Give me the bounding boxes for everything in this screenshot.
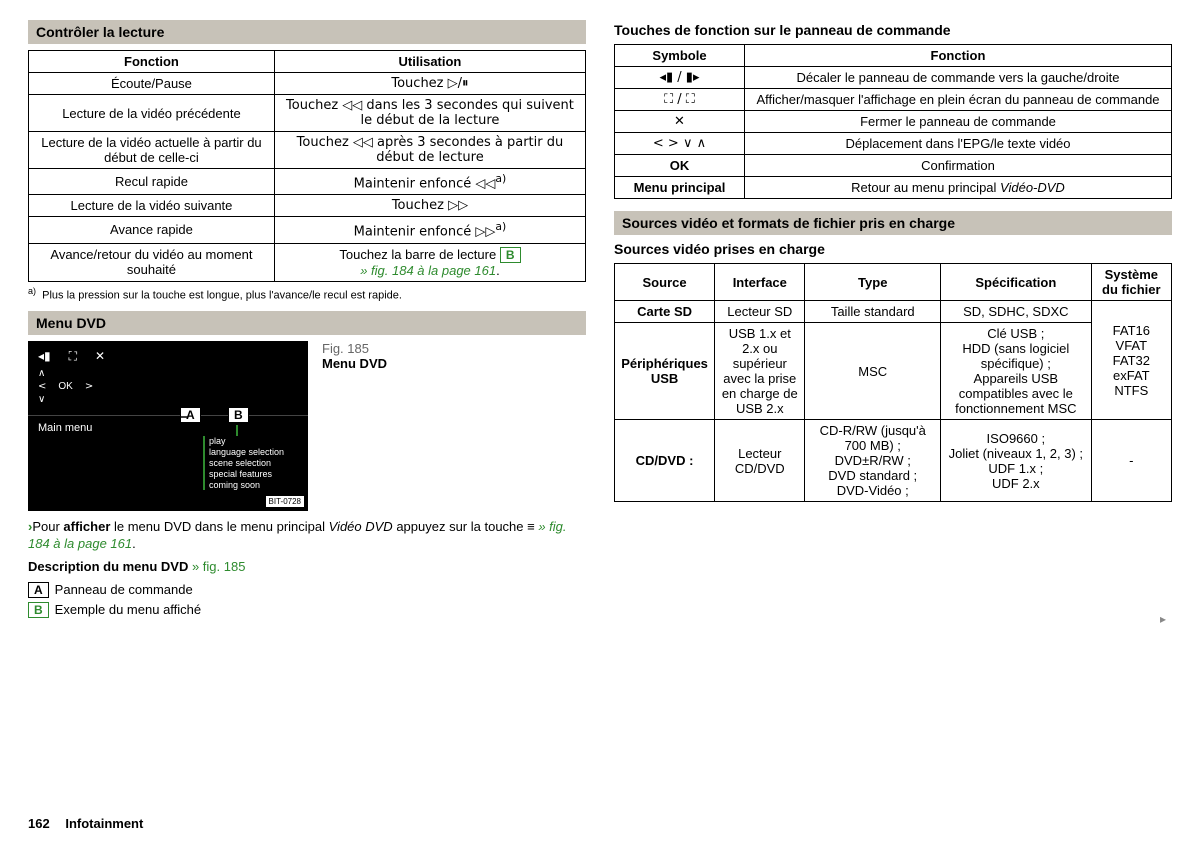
close-icon: ✕ (95, 349, 105, 364)
page-number: 162 (28, 816, 50, 831)
cell: USB 1.x et 2.x ou supérieur avec la pris… (715, 323, 805, 420)
table-touches-fonction: SymboleFonction ◂▮ / ▮▸Décaler le pannea… (614, 44, 1172, 199)
bit-code: BIT-0728 (266, 496, 304, 507)
cell: Touchez ◁◁ dans les 3 secondes qui suive… (274, 95, 585, 132)
th: Spécification (941, 264, 1092, 301)
cell: Afficher/masquer l'affichage en plein éc… (745, 89, 1172, 111)
cell: Confirmation (745, 155, 1172, 177)
cell: Clé USB ; HDD (sans logiciel spécifique)… (941, 323, 1092, 420)
cell: Lecteur SD (715, 301, 805, 323)
th: Système du fichier (1091, 264, 1171, 301)
left-column: Contrôler la lecture Fonction Utilisatio… (28, 20, 586, 622)
cell: Touchez ◁◁ après 3 secondes à partir du … (274, 132, 585, 169)
cell: Avance/retour du vidéo au moment souhait… (29, 243, 275, 281)
th-fonction2: Fonction (745, 45, 1172, 67)
cell: - (1091, 420, 1171, 502)
marker-b-inline: B (500, 247, 521, 263)
th-utilisation: Utilisation (274, 51, 585, 73)
section-bar-controler: Contrôler la lecture (28, 20, 586, 44)
cell: Décaler le panneau de commande vers la g… (745, 67, 1172, 89)
section-name: Infotainment (65, 816, 143, 831)
description-heading: Description du menu DVD » fig. 185 (28, 559, 586, 576)
continue-icon: ▸ (1160, 612, 1166, 626)
cell: Écoute/Pause (29, 73, 275, 95)
cell: ✕ (615, 111, 745, 133)
cell: CD-R/RW (jusqu'à 700 MB) ; DVD±R/RW ; DV… (805, 420, 941, 502)
cell: Déplacement dans l'EPG/le texte vidéo (745, 133, 1172, 155)
th: Source (615, 264, 715, 301)
cell: Lecture de la vidéo actuelle à partir du… (29, 132, 275, 169)
footnote-a: a) Plus la pression sur la touche est lo… (28, 286, 586, 302)
cell: < > ∨ ∧ (615, 133, 745, 155)
table-sources-video: Source Interface Type Spécification Syst… (614, 263, 1172, 502)
cell: Périphériques USB (615, 323, 715, 420)
cell: Carte SD (615, 301, 715, 323)
section-bar-menu-dvd: Menu DVD (28, 311, 586, 335)
cell: Lecteur CD/DVD (715, 420, 805, 502)
cell: FAT16 VFAT FAT32 exFAT NTFS (1091, 301, 1171, 420)
icon-fullscreen: ⛶ (69, 349, 77, 364)
cell: SD, SDHC, SDXC (941, 301, 1092, 323)
figure-row: ◂▮ ⛶ ✕ ∧ <OK> ∨ Main menu A B play (28, 341, 586, 511)
cell: Recul rapide (29, 169, 275, 195)
cell: Retour au menu principal Vidéo-DVD (745, 177, 1172, 199)
instruction-paragraph: ›Pour afficher le menu DVD dans le menu … (28, 519, 586, 553)
cell: Touchez la barre de lecture B » fig. 184… (274, 243, 585, 281)
subhead-sources: Sources vidéo prises en charge (614, 241, 1172, 257)
figure-caption: Fig. 185Menu DVD (322, 341, 387, 511)
cell: Touchez ▷/󠀠⏸ (274, 73, 585, 95)
cell: Lecture de la vidéo précédente (29, 95, 275, 132)
th-fonction: Fonction (29, 51, 275, 73)
dvd-menu-items: play language selection scene selection … (203, 436, 284, 490)
th-symbole: Symbole (615, 45, 745, 67)
cell: Taille standard (805, 301, 941, 323)
cell: Avance rapide (29, 217, 275, 243)
cell: Menu principal (615, 177, 745, 199)
th: Type (805, 264, 941, 301)
dvd-menu-screenshot: ◂▮ ⛶ ✕ ∧ <OK> ∨ Main menu A B play (28, 341, 308, 511)
cell: Lecture de la vidéo suivante (29, 195, 275, 217)
marker-a: A (180, 407, 201, 423)
cell: MSC (805, 323, 941, 420)
th: Interface (715, 264, 805, 301)
icon-move: ◂▮ (38, 349, 51, 364)
subhead-touches: Touches de fonction sur le panneau de co… (614, 22, 1172, 38)
right-column: Touches de fonction sur le panneau de co… (614, 20, 1172, 622)
table-controler-lecture: Fonction Utilisation Écoute/PauseTouchez… (28, 50, 586, 282)
cell: ⛶ / ⛶ (615, 89, 745, 111)
cell: Touchez ▷▷ (274, 195, 585, 217)
section-bar-sources: Sources vidéo et formats de fichier pris… (614, 211, 1172, 235)
legend-b: BExemple du menu affiché (28, 602, 586, 618)
cell: Maintenir enfoncé ▷▷a) (274, 217, 585, 243)
cell: Maintenir enfoncé ◁◁a) (274, 169, 585, 195)
legend-a: APanneau de commande (28, 582, 586, 598)
cell: ISO9660 ; Joliet (niveaux 1, 2, 3) ; UDF… (941, 420, 1092, 502)
cell: CD/DVD : (615, 420, 715, 502)
marker-b: B (228, 407, 249, 423)
cell: Fermer le panneau de commande (745, 111, 1172, 133)
cell: OK (615, 155, 745, 177)
page-footer: 162 Infotainment (28, 816, 155, 831)
cell: ◂▮ / ▮▸ (615, 67, 745, 89)
